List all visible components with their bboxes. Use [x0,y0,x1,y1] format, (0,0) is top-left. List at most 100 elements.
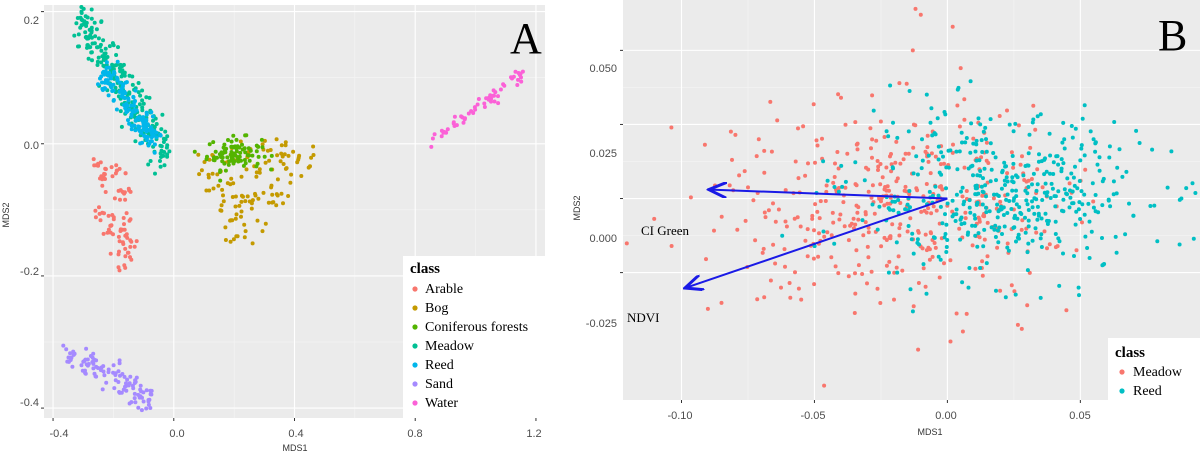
point-meadow [937,196,942,200]
point-reed [996,194,1001,198]
point-meadow [884,238,889,242]
point-reed [144,110,149,115]
point-arable [102,171,107,176]
point-reed [1013,121,1018,126]
point-reed [973,149,978,154]
point-meadow [93,34,98,39]
point-meadow [165,134,170,139]
point-bog [299,174,304,178]
point-meadow [882,187,887,192]
point-meadow [133,139,138,144]
point-coniferous-forests [229,139,234,144]
legend-label-sand: Sand [425,377,453,392]
point-reed [1073,164,1077,169]
point-meadow [792,216,797,221]
point-coniferous-forests [236,159,241,164]
point-reed [1030,238,1035,243]
point-reed [1070,189,1075,194]
point-arable [91,157,96,162]
point-meadow [130,82,135,87]
point-sand [79,363,84,368]
point-sand [116,369,121,374]
point-reed [1193,191,1198,195]
point-meadow [813,160,817,165]
legend-label-meadow-b: Meadow [1133,365,1183,380]
point-reed [104,60,109,65]
point-bog [196,152,201,157]
point-meadow [922,208,927,213]
point-reed [937,170,942,175]
point-reed [996,209,1001,214]
point-meadow [797,190,802,195]
point-meadow [882,203,887,208]
point-meadow [919,209,924,214]
point-reed [1051,172,1056,176]
point-reed [944,165,949,170]
point-reed [981,244,986,249]
point-meadow [835,150,840,154]
point-meadow [836,92,841,97]
point-reed [1002,224,1007,229]
point-reed [1101,262,1106,267]
point-reed [1045,190,1050,195]
point-water [439,134,444,139]
point-meadow [158,151,163,156]
point-bog [254,174,259,179]
point-sand [134,375,139,380]
point-sand [104,380,109,385]
point-meadow [923,232,928,237]
point-meadow [921,266,926,271]
point-reed [1077,200,1082,205]
point-reed [152,142,157,147]
point-reed [1013,292,1018,297]
point-reed [884,218,889,223]
point-reed [1083,234,1088,239]
point-meadow [910,48,915,53]
point-reed [974,183,979,188]
point-reed [125,108,130,113]
point-bog [241,194,245,199]
point-meadow [869,146,873,151]
point-meadow [98,44,102,49]
point-reed [906,224,911,228]
point-water [492,99,497,104]
point-meadow [836,166,841,171]
point-meadow [887,235,892,240]
point-meadow [994,206,999,211]
point-meadow [830,210,835,215]
point-meadow [820,156,825,161]
point-meadow [1019,227,1024,232]
point-meadow [719,300,724,305]
point-reed [891,120,895,125]
point-reed [931,235,936,240]
point-meadow [974,234,979,239]
point-coniferous-forests [217,152,222,157]
point-meadow [860,272,865,276]
point-meadow [76,44,80,49]
point-bog [283,140,288,145]
point-reed [814,191,819,195]
point-reed [974,158,979,163]
point-coniferous-forests [192,149,197,154]
vector-arrow-ci-green [711,190,948,200]
point-meadow [823,199,828,203]
point-meadow [931,192,936,196]
point-reed [1053,204,1058,209]
legend-label-coniferous-forests: Coniferous forests [425,320,528,335]
point-sand [139,408,144,413]
point-water [451,121,456,126]
point-reed [117,89,122,94]
point-reed [1045,222,1050,226]
point-meadow [727,183,732,188]
point-bog [231,237,236,242]
point-meadow [836,271,841,276]
point-meadow [833,161,837,166]
point-reed [992,227,997,232]
point-meadow [735,227,740,232]
point-reed [915,172,920,177]
x-ticks-a: -0.4 0.0 0.4 0.8 1.2 [50,428,542,440]
point-meadow [866,230,871,235]
x-tick-label-a: 0.0 [169,428,184,440]
point-meadow [90,58,94,63]
point-meadow [897,81,902,86]
